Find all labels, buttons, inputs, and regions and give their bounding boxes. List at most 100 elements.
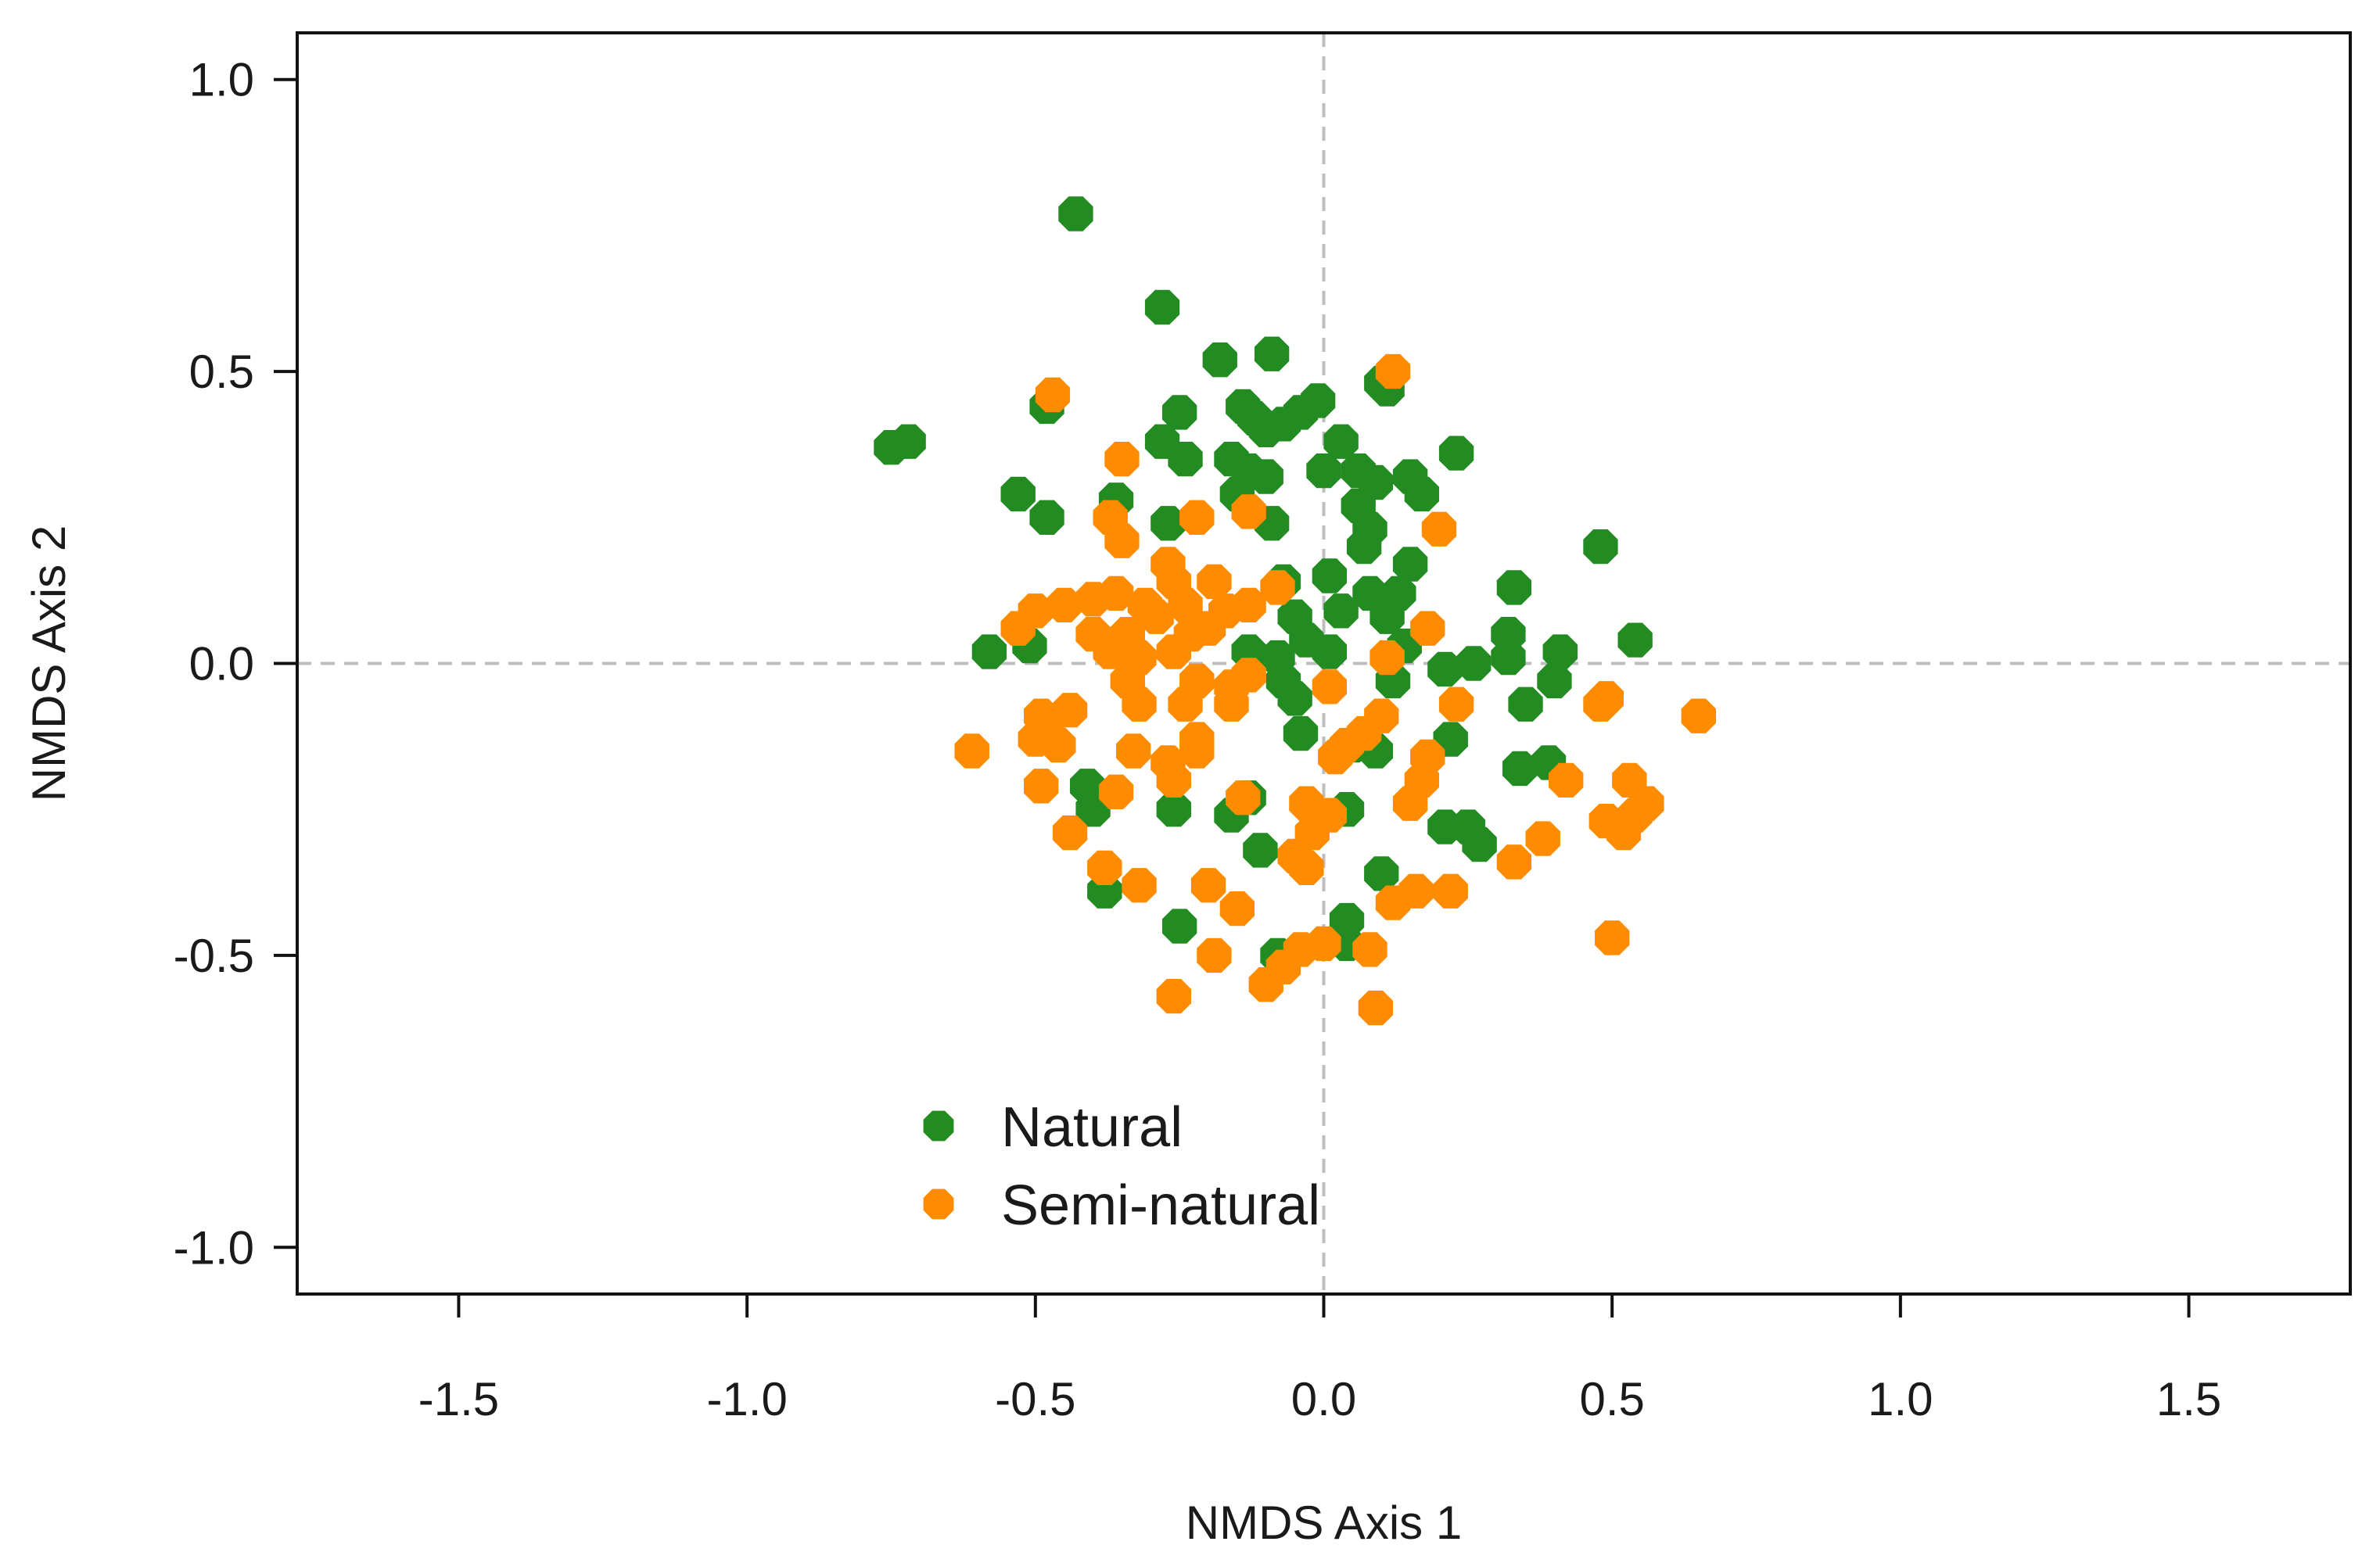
data-point-semi-natural xyxy=(1052,815,1088,851)
data-point-natural xyxy=(1346,529,1382,565)
data-point-semi-natural xyxy=(1104,442,1140,477)
data-point-semi-natural xyxy=(1156,979,1191,1014)
data-point-natural xyxy=(1491,640,1526,676)
data-point-semi-natural xyxy=(1421,511,1457,547)
legend-label-natural: Natural xyxy=(1001,1096,1183,1159)
data-point-semi-natural xyxy=(1093,634,1128,669)
data-point-semi-natural xyxy=(954,733,989,769)
series-natural xyxy=(874,196,1653,973)
data-point-semi-natural xyxy=(1024,769,1059,804)
x-tick-label: -1.0 xyxy=(706,1373,787,1425)
data-point-natural xyxy=(1392,547,1428,582)
legend-item-natural: Natural xyxy=(923,1096,1183,1159)
legend-marker-natural xyxy=(923,1110,954,1142)
data-point-semi-natural xyxy=(1104,523,1140,558)
data-point-semi-natural xyxy=(1392,786,1428,821)
y-tick-label: 0.0 xyxy=(189,638,254,690)
data-point-semi-natural xyxy=(1549,762,1584,798)
data-point-semi-natural xyxy=(1116,733,1151,769)
data-point-semi-natural xyxy=(1231,587,1266,622)
data-point-semi-natural xyxy=(1219,891,1255,927)
x-tick-label: 1.5 xyxy=(2156,1373,2221,1425)
y-tick-label: 0.5 xyxy=(189,346,254,398)
data-point-natural xyxy=(1369,599,1405,634)
data-point-semi-natural xyxy=(1231,494,1266,529)
data-point-natural xyxy=(1312,634,1347,669)
data-point-semi-natural xyxy=(1122,687,1157,722)
data-point-semi-natural xyxy=(1190,868,1226,903)
data-point-semi-natural xyxy=(1226,780,1261,816)
data-point-semi-natural xyxy=(1375,353,1411,389)
data-point-semi-natural xyxy=(1179,733,1215,769)
data-point-natural xyxy=(1537,663,1572,699)
data-point-natural xyxy=(1312,558,1347,593)
y-tick-label: -1.0 xyxy=(174,1221,254,1274)
data-point-semi-natural xyxy=(1369,640,1405,676)
data-point-natural xyxy=(1306,453,1341,489)
data-point-natural xyxy=(1502,751,1538,787)
data-point-natural xyxy=(1542,634,1578,669)
data-point-semi-natural xyxy=(1168,687,1203,722)
data-point-semi-natural xyxy=(1035,377,1071,413)
data-point-natural xyxy=(1496,570,1531,605)
series-semi-natural xyxy=(954,353,1716,1026)
data-point-natural xyxy=(1323,593,1359,629)
data-point-semi-natural xyxy=(1595,920,1630,955)
data-point-natural xyxy=(1427,651,1463,687)
data-point-natural xyxy=(1583,529,1618,565)
data-point-semi-natural xyxy=(1525,821,1560,856)
y-tick-label: -0.5 xyxy=(174,930,254,982)
data-point-semi-natural xyxy=(1156,762,1191,798)
legend-label-semi-natural: Semi-natural xyxy=(1001,1174,1320,1237)
data-point-semi-natural xyxy=(1358,990,1393,1026)
x-tick-label: 1.0 xyxy=(1868,1373,1933,1425)
y-axis: -1.0 -0.5 0.0 0.5 1.0 xyxy=(174,54,297,1274)
data-point-semi-natural xyxy=(1588,804,1624,839)
legend: Natural Semi-natural xyxy=(923,1096,1320,1237)
y-tick-label: 1.0 xyxy=(189,54,254,106)
x-tick-label: -1.5 xyxy=(418,1373,499,1425)
data-point-semi-natural xyxy=(1046,587,1082,622)
data-point-natural xyxy=(1404,476,1439,512)
data-point-natural xyxy=(1168,442,1203,477)
data-point-semi-natural xyxy=(1139,599,1174,634)
data-point-natural xyxy=(1202,342,1237,378)
data-point-natural xyxy=(1364,856,1399,891)
data-point-semi-natural xyxy=(1629,786,1664,821)
data-point-semi-natural xyxy=(1098,575,1134,611)
data-point-semi-natural xyxy=(1000,611,1036,646)
data-point-semi-natural xyxy=(1231,658,1266,693)
data-point-natural xyxy=(1277,681,1312,716)
data-point-semi-natural xyxy=(1098,774,1134,809)
data-point-semi-natural xyxy=(1352,932,1387,967)
data-point-natural xyxy=(971,634,1007,669)
data-point-semi-natural xyxy=(1197,564,1232,600)
data-point-semi-natural xyxy=(1681,698,1716,733)
x-axis-title: NMDS Axis 1 xyxy=(1186,1497,1462,1549)
legend-marker-semi-natural xyxy=(923,1188,954,1220)
data-point-natural xyxy=(1151,506,1186,541)
data-point-semi-natural xyxy=(1122,868,1157,903)
data-point-semi-natural xyxy=(1398,873,1434,909)
x-tick-label: -0.5 xyxy=(995,1373,1075,1425)
data-point-natural xyxy=(1508,687,1543,722)
data-point-natural xyxy=(1283,715,1319,751)
data-point-semi-natural xyxy=(1197,937,1232,973)
data-point-natural xyxy=(1162,395,1197,430)
x-axis: -1.5 -1.0 -0.5 0.0 0.5 1.0 1.5 xyxy=(418,1294,2221,1425)
data-point-natural xyxy=(1156,792,1191,827)
data-point-semi-natural xyxy=(1588,681,1624,716)
data-point-natural xyxy=(1000,476,1036,512)
x-tick-label: 0.0 xyxy=(1291,1373,1356,1425)
data-point-semi-natural xyxy=(1306,926,1341,962)
data-point-semi-natural xyxy=(1318,739,1353,775)
data-point-natural xyxy=(1462,826,1497,862)
data-point-semi-natural xyxy=(1087,850,1122,885)
data-point-semi-natural xyxy=(1018,722,1053,757)
x-tick-label: 0.5 xyxy=(1579,1373,1644,1425)
data-point-semi-natural xyxy=(1496,844,1531,880)
data-point-semi-natural xyxy=(1179,500,1215,535)
data-point-natural xyxy=(1255,336,1290,371)
data-point-natural xyxy=(1243,833,1278,868)
